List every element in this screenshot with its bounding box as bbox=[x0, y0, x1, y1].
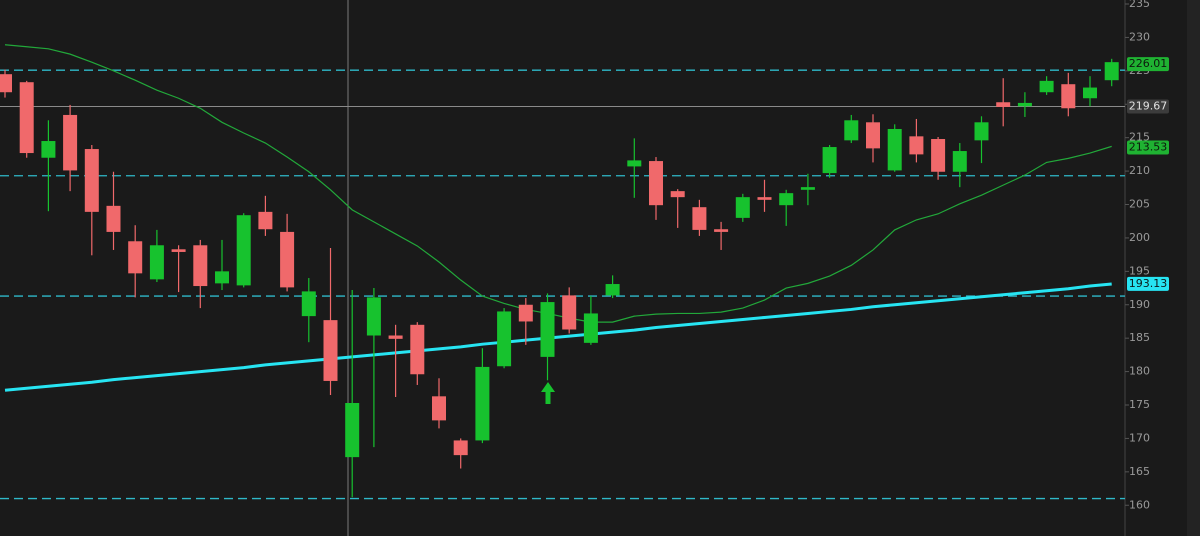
price-label: 193.13 bbox=[1129, 277, 1168, 290]
y-tick-label: 170 bbox=[1129, 431, 1150, 444]
candle-body bbox=[171, 249, 186, 252]
candle-body bbox=[475, 366, 490, 441]
candle-body bbox=[432, 396, 446, 421]
y-tick-label: 210 bbox=[1129, 164, 1150, 177]
candle-body bbox=[974, 122, 989, 141]
candle-body bbox=[63, 114, 78, 171]
price-label-box bbox=[1127, 57, 1169, 72]
candle-body bbox=[388, 335, 403, 339]
candle-body bbox=[453, 440, 468, 456]
candle-body bbox=[866, 122, 880, 149]
moving-average bbox=[4, 44, 1112, 323]
candle-body bbox=[149, 245, 164, 280]
y-tick-label: 185 bbox=[1129, 331, 1150, 344]
candle-body bbox=[649, 161, 663, 206]
candle-body bbox=[779, 193, 794, 206]
candle-body bbox=[627, 160, 642, 167]
candle-body bbox=[562, 295, 577, 330]
price-label-box bbox=[1127, 276, 1169, 291]
candle-body bbox=[931, 139, 946, 172]
candle-body bbox=[236, 215, 251, 286]
candle-body bbox=[1061, 84, 1076, 109]
candle-body bbox=[605, 284, 620, 296]
y-tick-label: 165 bbox=[1129, 465, 1150, 478]
candle-body bbox=[1104, 62, 1119, 81]
candle-body bbox=[41, 141, 56, 158]
candle-body bbox=[301, 291, 316, 317]
price-label: 213.53 bbox=[1129, 141, 1168, 154]
candle-body bbox=[670, 191, 685, 198]
y-tick-label: 235 bbox=[1129, 0, 1150, 10]
price-label: 226.01 bbox=[1129, 57, 1168, 70]
candle-body bbox=[345, 403, 360, 458]
candle-body bbox=[84, 149, 99, 212]
candle-body bbox=[128, 241, 143, 274]
price-label: 219.67 bbox=[1129, 99, 1168, 112]
side-panel bbox=[1187, 0, 1200, 536]
y-tick-label: 195 bbox=[1129, 264, 1150, 277]
y-tick-label: 215 bbox=[1129, 131, 1150, 144]
candle-body bbox=[887, 128, 902, 171]
candle-body bbox=[1017, 102, 1032, 107]
candle-body bbox=[323, 320, 338, 381]
candle-body bbox=[410, 324, 425, 375]
candle-body bbox=[106, 205, 121, 232]
candle-body bbox=[844, 120, 859, 141]
moving-average bbox=[4, 282, 1112, 392]
candle-body bbox=[757, 197, 772, 200]
signal-arrow bbox=[541, 382, 555, 404]
candle-body bbox=[909, 136, 924, 155]
candle-body bbox=[996, 102, 1011, 107]
candle-body bbox=[193, 245, 208, 287]
candle-body bbox=[540, 302, 555, 357]
candle-body bbox=[518, 304, 533, 322]
candle-body bbox=[692, 207, 707, 230]
candle-body bbox=[1039, 80, 1054, 93]
y-tick-label: 200 bbox=[1129, 231, 1150, 244]
y-tick-label: 190 bbox=[1129, 298, 1150, 311]
candle-body bbox=[1083, 87, 1097, 99]
candle-body bbox=[714, 229, 729, 232]
y-tick-label: 160 bbox=[1129, 498, 1150, 511]
candle-body bbox=[952, 151, 967, 172]
candle-body bbox=[0, 74, 12, 93]
candle-body bbox=[280, 231, 295, 288]
y-tick-label: 180 bbox=[1129, 365, 1150, 378]
candle-body bbox=[822, 147, 837, 174]
candle-body bbox=[258, 211, 273, 230]
price-label-box bbox=[1127, 140, 1169, 155]
y-tick-label: 230 bbox=[1129, 30, 1150, 43]
y-tick-label: 205 bbox=[1129, 198, 1150, 211]
candle-body bbox=[215, 271, 229, 284]
candle-body bbox=[583, 313, 598, 343]
candle-body bbox=[497, 311, 512, 367]
price-label-box bbox=[1127, 99, 1169, 114]
candle-body bbox=[800, 187, 815, 190]
candle-body bbox=[366, 297, 381, 336]
candle-body bbox=[735, 197, 750, 218]
candle-body bbox=[19, 82, 34, 154]
y-tick-label: 175 bbox=[1129, 398, 1150, 411]
